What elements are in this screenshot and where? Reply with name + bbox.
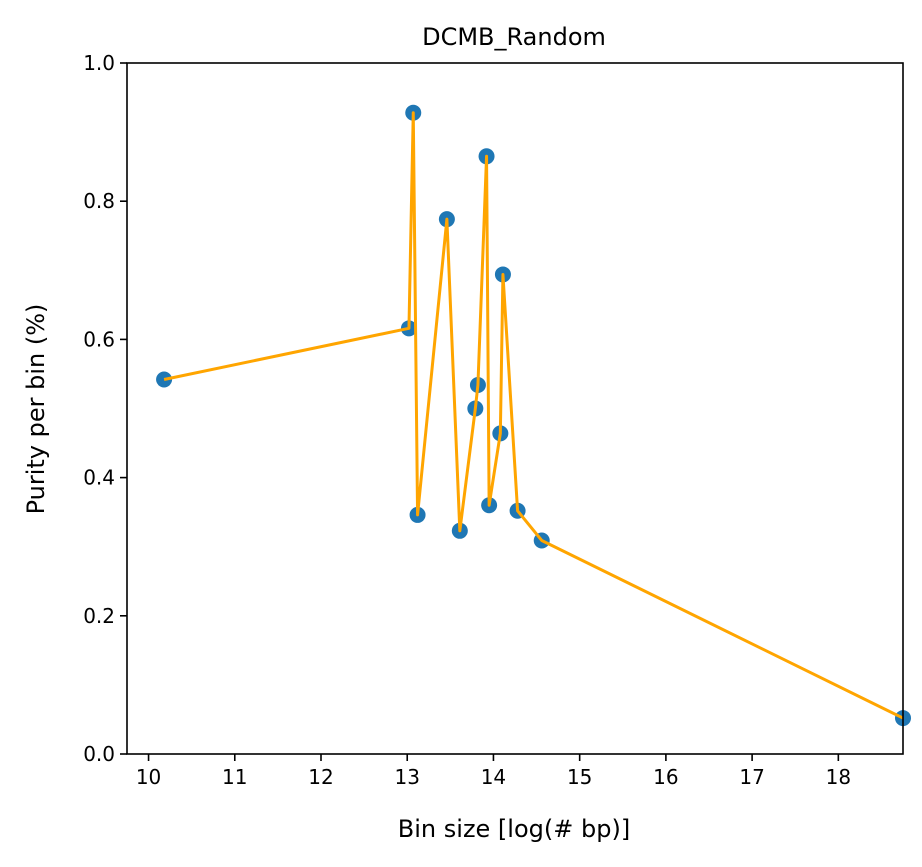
y-tick-label: 0.2 [83, 604, 115, 628]
y-tick-label: 0.4 [83, 466, 115, 490]
x-tick-label: 11 [222, 765, 247, 789]
x-tick-label: 17 [739, 765, 764, 789]
y-tick-label: 0.6 [83, 327, 115, 351]
x-tick-label: 12 [308, 765, 333, 789]
y-tick-label: 1.0 [83, 51, 115, 75]
y-axis-label: Purity per bin (%) [22, 304, 50, 515]
plot-frame [126, 62, 904, 755]
chart-title: DCMB_Random [422, 23, 606, 51]
series-line [163, 111, 904, 720]
x-tick-label: 16 [653, 765, 678, 789]
x-tick-label: 18 [826, 765, 851, 789]
x-tick-label: 14 [481, 765, 506, 789]
x-tick-label: 15 [567, 765, 592, 789]
y-tick-label: 0.8 [83, 189, 115, 213]
data-point [156, 371, 173, 388]
x-tick-label: 13 [394, 765, 419, 789]
y-axis: 0.0 0.2 0.4 0.6 0.8 1.0 [83, 51, 127, 766]
y-tick-label: 0.0 [83, 742, 115, 766]
x-tick-label: 10 [136, 765, 161, 789]
plot-area [156, 104, 911, 727]
x-axis: 10 11 12 13 14 15 16 17 18 [136, 754, 851, 789]
x-axis-label: Bin size [log(# bp)] [398, 815, 630, 843]
